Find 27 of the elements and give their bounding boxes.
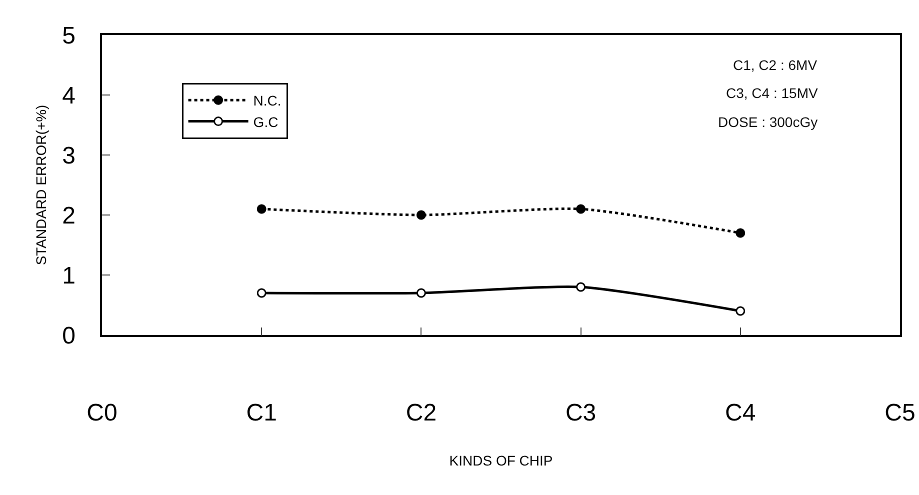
legend-label: N.C.: [253, 92, 282, 109]
x-tick-label: C3: [565, 400, 596, 427]
legend-label: G.C: [253, 114, 278, 130]
y-tick-label: 3: [62, 142, 76, 170]
annotation: C1, C2 : 6MV: [733, 57, 818, 73]
y-tick-label: 5: [62, 22, 76, 50]
y-tick-label: 2: [62, 202, 76, 230]
point: [576, 204, 586, 214]
y-tick-label: 1: [62, 262, 76, 290]
y-axis-title: STANDARD ERROR(+%): [33, 104, 50, 266]
annotation: DOSE : 300cGy: [718, 114, 818, 130]
x-tick-label: C2: [406, 400, 437, 427]
x-tick-label: C0: [86, 400, 118, 427]
point: [416, 288, 426, 298]
x-tick-label: C4: [725, 400, 756, 427]
point: [736, 306, 746, 316]
point: [416, 210, 426, 220]
point: [736, 228, 746, 238]
x-axis-title: KINDS OF CHIP: [449, 452, 553, 468]
y-tick-label: 0: [62, 322, 76, 350]
point: [256, 204, 266, 214]
x-tick-label: C1: [246, 400, 277, 427]
annotation: C3, C4 : 15MV: [726, 85, 818, 101]
point: [576, 282, 586, 292]
point: [256, 288, 266, 298]
y-tick-label: 4: [62, 82, 76, 110]
x-tick-label: C5: [884, 400, 916, 427]
